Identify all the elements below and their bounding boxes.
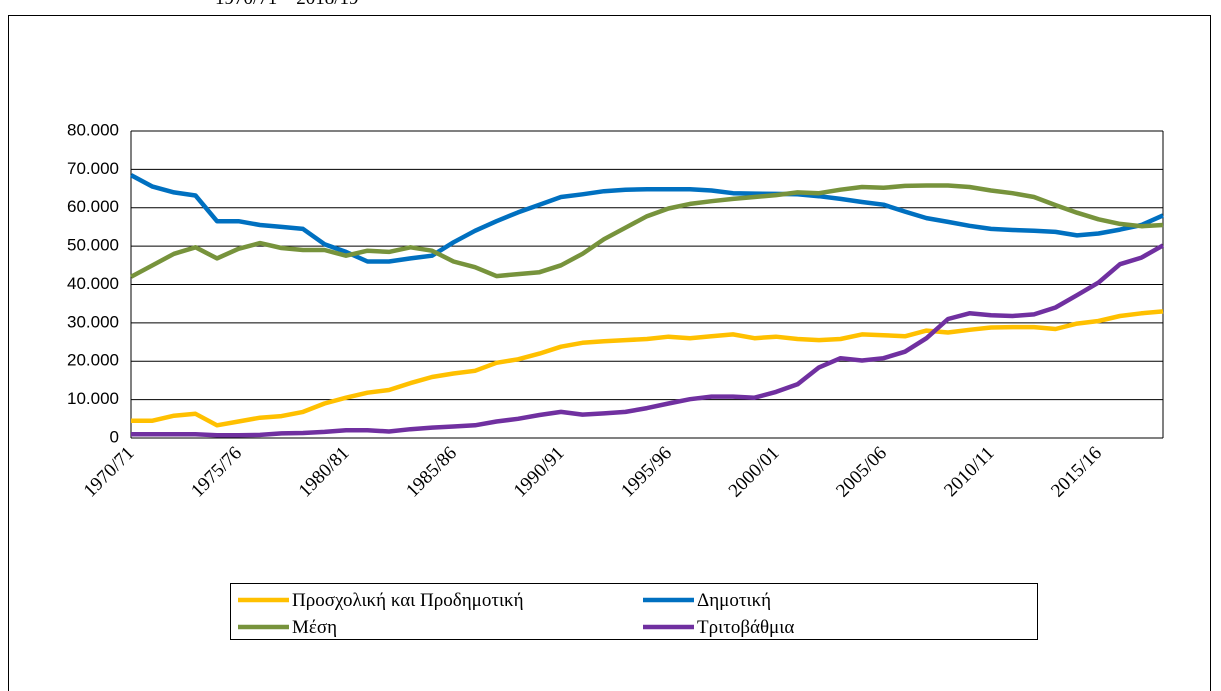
y-tick-label: 20.000 [67, 351, 119, 370]
series-line [129, 183, 1164, 279]
x-tick-label: 1985/86 [402, 443, 461, 502]
x-tick-label: 1970/71 [80, 443, 139, 502]
legend-box [230, 583, 1038, 640]
x-tick-label: 1990/91 [510, 443, 569, 502]
x-tick-label: 2010/11 [940, 443, 998, 501]
x-tick-label: 2005/06 [832, 443, 891, 502]
x-tick-label: 1980/81 [295, 443, 354, 502]
y-tick-label: 50.000 [67, 236, 119, 255]
y-tick-label: 60.000 [67, 197, 119, 216]
legend-label: Τριτοβάθμια [697, 617, 794, 638]
y-tick-label: 30.000 [67, 312, 119, 331]
y-tick-label: 80.000 [67, 120, 119, 139]
series-line [131, 309, 1164, 428]
y-tick-label: 40.000 [67, 274, 119, 293]
series-line [129, 173, 1164, 264]
y-tick-label: 70.000 [67, 159, 119, 178]
legend-label: Προσχολική και Προδημοτική [292, 590, 524, 611]
frame [8, 15, 1211, 691]
y-tick-label: 10.000 [67, 389, 119, 408]
x-tick-label: 1975/76 [187, 443, 246, 502]
x-tick-label: 1995/96 [617, 443, 676, 502]
legend-label: Μέση [292, 617, 337, 638]
y-tick-label: 0 [110, 427, 119, 446]
legend-label: Δημοτική [697, 590, 771, 611]
subtitle: 1970/71 – 2018/19 [215, 0, 359, 9]
series-line [131, 243, 1165, 438]
x-tick-label: 2000/01 [725, 443, 784, 502]
x-tick-label: 2015/16 [1047, 443, 1106, 502]
